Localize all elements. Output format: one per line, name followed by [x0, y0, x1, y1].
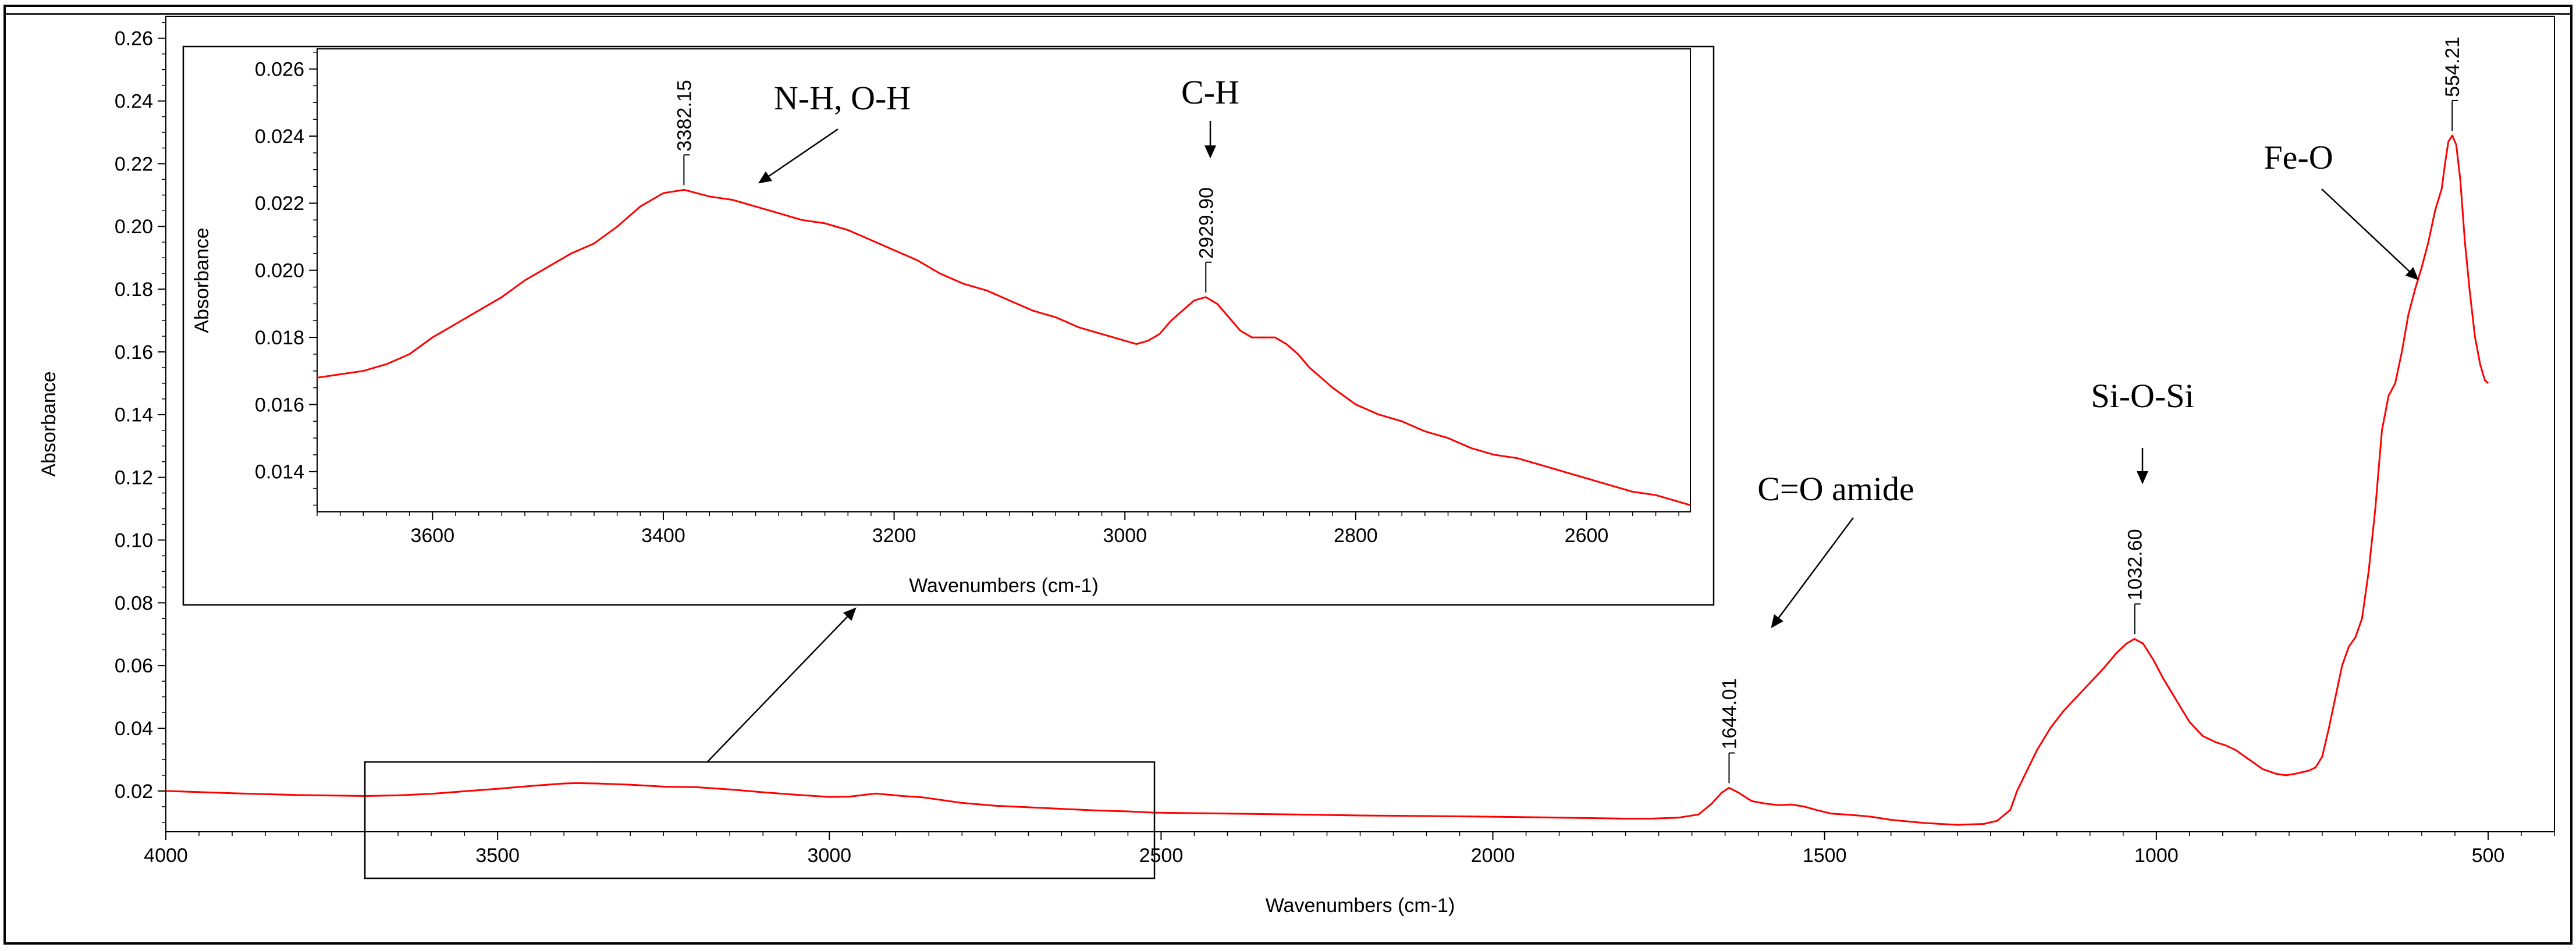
- inset-peak-labels: 3382.15 2929.90: [673, 80, 1217, 293]
- main-x-tick-label: 2000: [1471, 845, 1515, 867]
- main-y-tick-label: 0.18: [115, 279, 153, 301]
- main-x-tick-label: 1500: [1803, 845, 1847, 867]
- inset-y-tick-label: 0.016: [255, 394, 304, 416]
- main-y-tick-label: 0.02: [115, 781, 153, 803]
- inset-x-tick-label: 2600: [1565, 525, 1609, 547]
- main-x-tick-label: 1000: [2134, 845, 2179, 867]
- inset-peak-label: 3382.15: [673, 80, 695, 151]
- inset-y-axis: 0.014 0.016 0.018 0.020 0.022 0.024 0.026: [255, 52, 317, 506]
- inset-pointer-arrow: [706, 607, 857, 763]
- annotation-nh-oh: N-H, O-H: [774, 79, 911, 117]
- main-x-tick-label: 2500: [1139, 845, 1184, 867]
- inset-y-axis-label: Absorbance: [191, 227, 213, 333]
- main-x-axis: 4000 3500 3000 2500 2000 1500 1000 500: [144, 832, 2555, 867]
- main-spectrum-line: [165, 134, 2489, 826]
- main-y-tick-label: 0.06: [115, 655, 153, 677]
- main-y-tick-label: 0.04: [115, 718, 153, 740]
- main-y-tick-label: 0.14: [115, 404, 153, 426]
- main-y-tick-label: 0.16: [115, 341, 153, 364]
- inset-y-tick-label: 0.026: [255, 59, 304, 81]
- inset-spectrum-line: [317, 188, 1691, 506]
- main-y-tick-label: 0.20: [115, 216, 153, 238]
- main-y-axis-label: Absorbance: [38, 371, 60, 476]
- inset-y-tick-label: 0.014: [255, 461, 304, 483]
- inset-panel: [182, 45, 1715, 606]
- main-x-axis-label: Wavenumbers (cm-1): [1266, 895, 1455, 917]
- annotation-fe-o: Fe-O: [2264, 138, 2333, 176]
- inset-x-tick-label: 3600: [410, 525, 454, 547]
- inset-plot-frame: [317, 48, 1691, 512]
- main-peak-label: 554.21: [2442, 37, 2464, 97]
- annotation-ch: C-H: [1181, 73, 1239, 111]
- inset-peak-label: 2929.90: [1195, 187, 1217, 259]
- main-x-tick-label: 4000: [144, 845, 188, 867]
- inset-region-box: [364, 761, 1156, 879]
- annotation-fe-o-arrow: [2321, 188, 2419, 280]
- inset-x-axis-label: Wavenumbers (cm-1): [909, 575, 1099, 597]
- main-y-tick-label: 0.12: [115, 467, 153, 489]
- annotation-si-o-si: Si-O-Si: [2091, 377, 2194, 415]
- inset-y-tick-label: 0.024: [255, 126, 304, 148]
- main-x-tick-label: 3000: [807, 845, 851, 867]
- annotation-nh-oh-arrow: [758, 128, 838, 184]
- main-y-tick-label: 0.10: [115, 529, 153, 551]
- main-y-tick-label: 0.22: [115, 153, 153, 175]
- main-x-tick-label: 3500: [475, 845, 520, 867]
- inset-x-tick-label: 3000: [1103, 525, 1147, 547]
- main-peak-label: 1644.01: [1718, 678, 1740, 750]
- inset-y-tick-label: 0.022: [255, 193, 304, 215]
- inset-y-tick-label: 0.020: [255, 260, 304, 282]
- main-peak-labels: 1644.01 1032.60 554.21: [1718, 37, 2464, 783]
- inset-x-tick-label: 3400: [641, 525, 685, 547]
- annotation-co-amide: C=O amide: [1757, 470, 1914, 508]
- main-y-tick-label: 0.08: [115, 592, 153, 614]
- main-peak-label: 1032.60: [2124, 529, 2147, 600]
- inset-x-axis: 3600 3400 3200 3000 2800 2600: [317, 512, 1679, 547]
- annotation-co-amide-arrow: [1771, 517, 1854, 629]
- main-x-tick-label: 500: [2472, 845, 2505, 867]
- main-y-tick-label: 0.24: [115, 90, 153, 112]
- main-y-tick-label: 0.26: [115, 28, 153, 50]
- inset-x-tick-label: 2800: [1334, 525, 1378, 547]
- main-y-axis: 0.02 0.04 0.06 0.08 0.10 0.12 0.14 0.16 0.18 0.20…: [115, 22, 166, 823]
- inset-x-tick-label: 3200: [872, 525, 916, 547]
- inset-y-tick-label: 0.018: [255, 327, 304, 349]
